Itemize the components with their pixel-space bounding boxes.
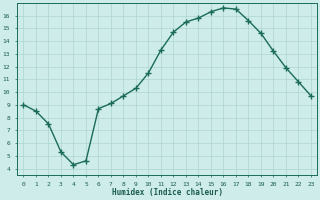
X-axis label: Humidex (Indice chaleur): Humidex (Indice chaleur) bbox=[112, 188, 223, 197]
